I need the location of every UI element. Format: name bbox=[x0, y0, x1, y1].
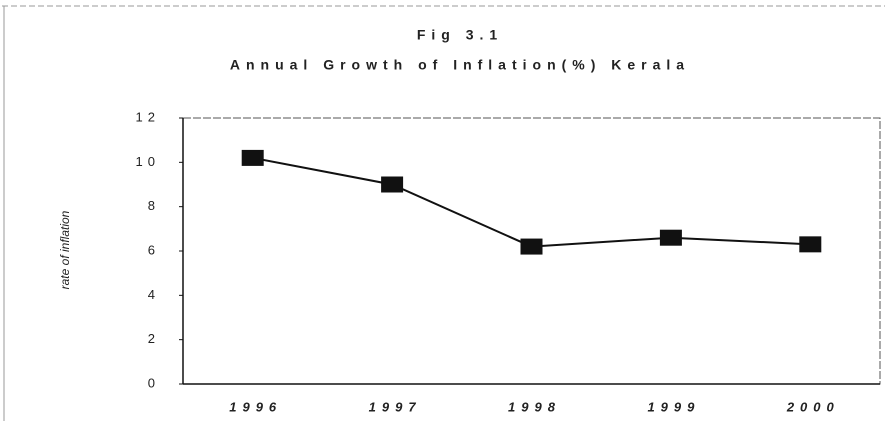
x-tick-label: 1998 bbox=[508, 399, 561, 414]
marker bbox=[520, 238, 543, 255]
y-tick-label: 6 bbox=[148, 242, 160, 257]
chart-subtitle: Annual Growth of Inflation(%) Kerala bbox=[230, 57, 690, 73]
y-axis-label: rate of inflation bbox=[58, 210, 72, 289]
x-tick-label: 1997 bbox=[369, 399, 422, 414]
chart-title: Fig 3.1 bbox=[417, 27, 503, 43]
y-tick-label: 4 bbox=[148, 287, 160, 302]
x-tick-label: 2000 bbox=[786, 399, 840, 414]
x-tick-label: 1996 bbox=[229, 399, 282, 414]
x-tick-label: 1999 bbox=[647, 399, 700, 414]
marker bbox=[659, 229, 682, 246]
y-tick-label: 2 bbox=[148, 331, 160, 346]
marker bbox=[799, 236, 822, 253]
y-tick-label: 0 bbox=[148, 375, 160, 390]
y-tick-label: 10 bbox=[136, 154, 160, 169]
y-tick-label: 12 bbox=[136, 109, 160, 124]
marker bbox=[381, 176, 404, 193]
y-tick-label: 8 bbox=[148, 198, 160, 213]
marker bbox=[241, 149, 264, 166]
